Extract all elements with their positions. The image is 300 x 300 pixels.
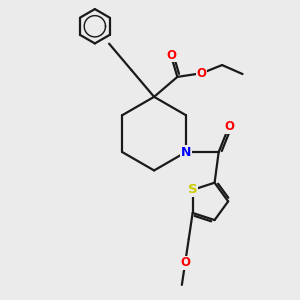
Text: O: O [224,120,234,133]
Text: N: N [181,146,191,158]
Text: O: O [166,49,176,62]
Text: O: O [196,67,207,80]
Text: O: O [180,256,190,269]
Text: S: S [188,183,197,196]
